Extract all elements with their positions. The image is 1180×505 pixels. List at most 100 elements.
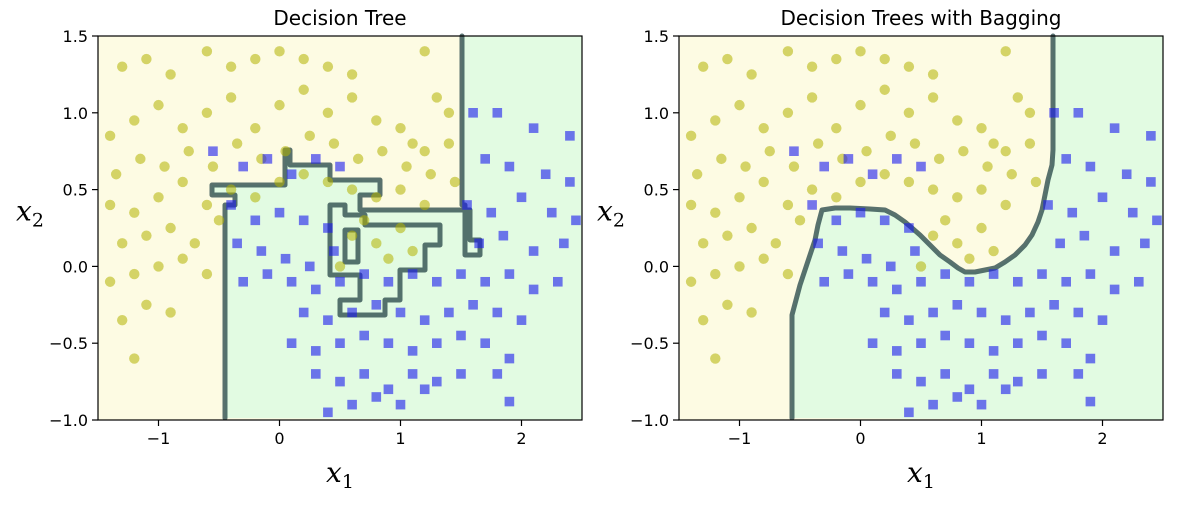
data-point-circle: [250, 53, 261, 65]
data-point-circle: [304, 130, 315, 142]
data-point-circle: [746, 222, 757, 234]
data-point-square: [928, 399, 938, 410]
data-point-square: [304, 261, 315, 272]
x-tick-label: 1: [976, 429, 986, 448]
data-point-circle: [710, 268, 721, 280]
data-point-square: [456, 330, 466, 341]
data-point-square: [964, 384, 975, 395]
data-point-square: [1067, 207, 1078, 218]
data-point-square: [468, 300, 478, 310]
data-point-circle: [129, 353, 140, 364]
data-point-square: [504, 396, 515, 407]
y-tick-label: 1.5: [644, 27, 669, 46]
data-point-square: [916, 276, 926, 287]
data-point-square: [904, 407, 914, 418]
data-point-circle: [371, 192, 382, 203]
data-point-square: [1109, 123, 1120, 133]
data-point-square: [1000, 384, 1011, 395]
data-point-circle: [298, 84, 309, 95]
data-point-square: [910, 246, 920, 256]
data-point-circle: [982, 161, 993, 172]
data-point-circle: [346, 230, 358, 241]
data-point-circle: [334, 261, 346, 272]
data-point-square: [1013, 376, 1023, 387]
data-point-circle: [722, 299, 733, 310]
data-point-circle: [976, 222, 987, 234]
data-point-circle: [770, 238, 781, 249]
data-point-square: [546, 207, 557, 218]
data-point-square: [540, 169, 551, 180]
data-point-square: [855, 207, 866, 218]
data-point-circle: [685, 130, 697, 142]
data-point-square: [1097, 315, 1108, 325]
data-point-circle: [165, 307, 176, 318]
data-point-square: [1055, 238, 1065, 249]
data-point-square: [298, 307, 309, 318]
data-point-square: [1085, 161, 1096, 172]
data-point-square: [964, 276, 975, 287]
data-point-square: [492, 369, 503, 379]
x-tick-label: −1: [728, 429, 752, 448]
data-point-square: [359, 269, 369, 279]
data-point-circle: [419, 146, 430, 157]
data-point-square: [298, 215, 309, 226]
data-point-circle: [903, 107, 915, 119]
data-point-circle: [722, 230, 733, 241]
data-point-square: [861, 253, 872, 264]
data-point-square: [1013, 276, 1023, 287]
data-point-square: [335, 376, 345, 387]
data-point-square: [807, 200, 817, 210]
data-point-square: [329, 246, 339, 256]
data-point-square: [964, 338, 975, 348]
data-point-circle: [831, 122, 842, 134]
data-point-circle: [927, 69, 939, 80]
data-point-square: [492, 307, 503, 318]
data-point-square: [904, 315, 914, 325]
data-point-circle: [855, 99, 866, 111]
data-point-circle: [746, 307, 757, 318]
data-point-circle: [885, 130, 896, 142]
data-point-circle: [153, 99, 164, 111]
data-point-circle: [117, 61, 128, 72]
data-point-circle: [806, 92, 818, 103]
data-point-square: [843, 269, 854, 279]
data-point-square: [286, 169, 297, 180]
y-axis-ticks: −1.0 −0.5 0.0 0.5 1.0 1.5: [49, 27, 98, 430]
y-tick-label: 1.0: [644, 104, 669, 123]
data-point-circle: [419, 46, 430, 57]
data-point-circle: [104, 130, 116, 142]
data-point-circle: [976, 184, 987, 195]
data-point-circle: [117, 314, 128, 326]
data-point-square: [843, 154, 854, 164]
data-point-square: [311, 346, 321, 356]
data-point-square: [952, 300, 963, 310]
data-point-circle: [322, 61, 334, 72]
data-point-circle: [322, 107, 334, 119]
data-point-circle: [1012, 92, 1023, 103]
data-point-square: [528, 123, 539, 133]
data-point-square: [432, 276, 442, 287]
data-point-square: [1061, 338, 1071, 348]
data-point-circle: [788, 161, 800, 172]
data-point-square: [1109, 284, 1120, 295]
data-point-square: [262, 154, 273, 164]
data-point-square: [456, 369, 466, 379]
data-point-circle: [225, 61, 237, 72]
data-point-circle: [976, 122, 987, 134]
decision-boundary-line: [209, 33, 483, 421]
data-point-square: [419, 315, 430, 325]
data-point-circle: [1024, 107, 1036, 119]
data-point-circle: [110, 169, 122, 180]
data-point-circle: [274, 176, 285, 188]
data-point-circle: [927, 92, 939, 103]
data-point-circle: [165, 222, 176, 234]
y-tick-label: −1.0: [630, 411, 669, 430]
data-point-circle: [129, 207, 140, 218]
data-point-square: [1146, 131, 1156, 141]
y-tick-label: 1.0: [63, 104, 88, 123]
data-point-circle: [909, 138, 921, 149]
data-point-square: [407, 346, 418, 356]
data-point-circle: [806, 61, 818, 72]
data-point-circle: [104, 199, 116, 211]
